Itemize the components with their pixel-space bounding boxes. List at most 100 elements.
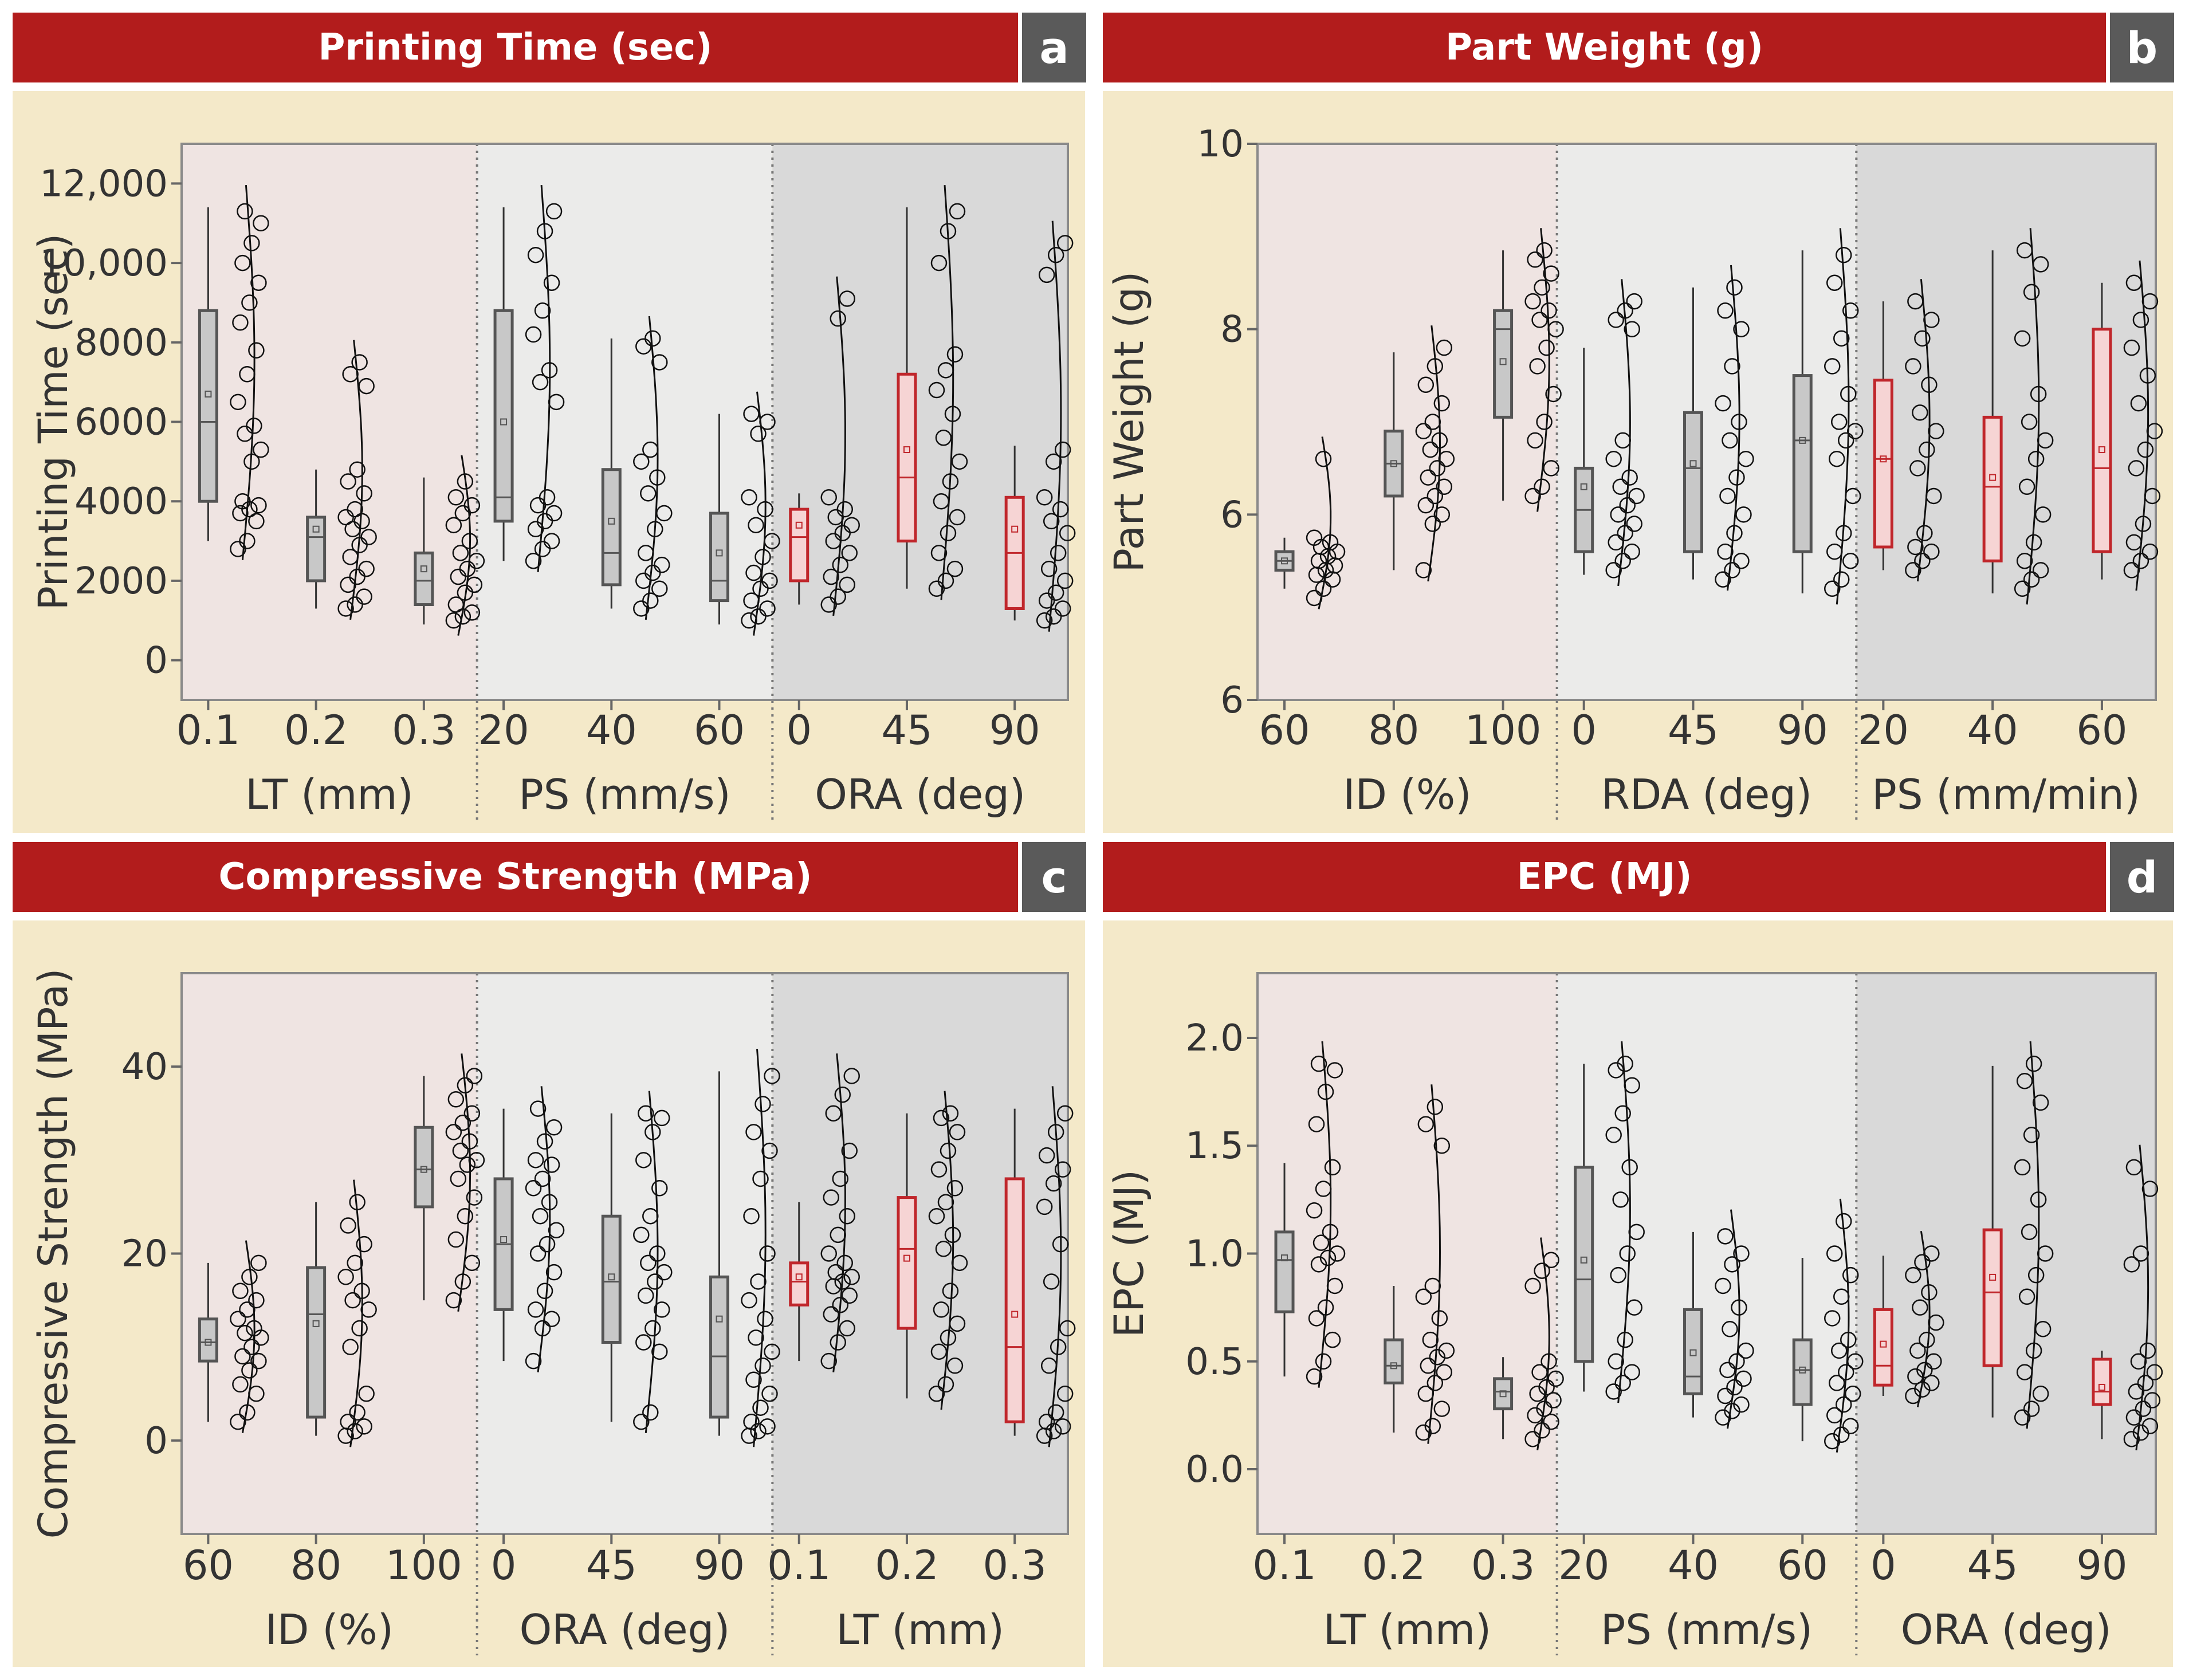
d-data-point [1916,1362,1933,1379]
c-mean-marker [420,1166,427,1173]
c-data-point [536,1282,553,1300]
d-data-point [1914,1254,1931,1270]
d-data-point [1326,1062,1343,1079]
c-data-point [1054,1418,1071,1435]
d-data-point [2023,1127,2040,1143]
a-data-point [1056,572,1074,589]
c-data-point [839,1320,855,1337]
a-mean-marker [1011,525,1019,533]
a-box-2-2 [1004,221,1076,632]
b-data-point [1829,450,1845,467]
b-data-point [2128,460,2145,477]
c-box-0-0 [198,1240,269,1434]
panel-c-letter: c [1022,842,1086,912]
a-data-point [342,549,359,565]
a-data-point [545,203,563,220]
a-data-point [1036,612,1053,629]
c-box-2-2 [1004,1086,1076,1447]
d-data-point [1529,1386,1546,1402]
d-zone-3 [1856,973,2156,1534]
d-data-point [1735,1370,1752,1387]
d-data-point [1315,1353,1332,1370]
b-data-point [1728,469,1745,486]
d-mean-marker [1880,1340,1887,1348]
c-data-point [944,1226,961,1244]
b-data-point [1738,450,1754,467]
a-data-point [940,223,957,239]
c-data-point [548,1222,565,1238]
a-data-point [232,505,249,522]
a-data-point [832,556,848,573]
b-mean-marker [1880,455,1887,463]
d-data-point [1310,1256,1327,1273]
a-data-point [545,505,563,522]
d-box-1-0 [1574,1041,1645,1403]
b-distribution-curve [1916,279,1931,582]
b-data-point [1605,450,1622,467]
d-box-2-0 [1873,1231,1944,1407]
c-data-point [750,1273,767,1290]
b-data-point [2032,562,2049,579]
c-category-label: 45 [586,1542,637,1589]
c-data-point [457,1077,474,1094]
b-box-0-0 [1274,436,1346,609]
a-distribution-curve [537,184,551,572]
a-data-point [651,580,668,597]
b-data-point [1833,330,1850,347]
a-data-point [243,235,260,251]
d-mean-marker [1689,1349,1697,1356]
b-data-point [1928,423,1944,439]
c-data-point [239,1404,256,1421]
c-box [306,1266,327,1419]
b-data-point [1907,293,1924,310]
c-data-point [649,1245,666,1262]
c-data-point [1043,1273,1060,1290]
a-data-point [234,254,251,272]
b-data-point [1923,543,1940,560]
c-mean-marker [903,1254,910,1262]
a-data-point [1054,600,1071,617]
b-data-point [1717,543,1734,560]
d-category-label: 0 [1870,1542,1896,1589]
d-data-point [1310,1055,1327,1072]
c-data-point [946,1358,964,1374]
c-data-point [647,1273,663,1290]
a-ylabel: Printing Time (sec) [30,234,77,611]
d-box [1493,1377,1514,1411]
c-data-point [752,1170,769,1187]
a-data-point [1038,266,1055,284]
a-data-point [651,354,668,371]
a-data-point [539,489,556,506]
d-data-point [2025,1055,2042,1072]
a-data-point [638,545,654,561]
a-data-point [656,505,673,522]
c-data-point [946,1180,964,1197]
b-data-point [1831,414,1848,430]
c-box [198,1317,218,1363]
c-data-point [1059,1320,1076,1337]
d-data-point [1524,1431,1541,1447]
b-data-point [1838,432,1854,449]
b-group-label: PS (mm/min) [1872,770,2140,819]
a-data-point [946,346,964,363]
c-data-point [353,1282,370,1300]
c-data-point [454,1273,471,1290]
b-box [1873,379,1893,549]
c-data-point [525,1180,542,1197]
b-data-point [2135,516,2152,532]
a-data-point [935,429,952,446]
d-data-point [1724,1256,1740,1273]
c-data-point [349,1404,366,1421]
d-data-point [1605,1383,1622,1400]
c-data-point [764,1068,780,1084]
d-data-point [1726,1379,1743,1396]
b-data-point [1907,538,1924,556]
d-data-point [1534,1422,1550,1439]
b-data-point [1719,487,1736,505]
a-data-point [248,513,265,530]
a-data-point [940,525,957,541]
a-box-2-1 [897,185,968,600]
c-box-0-2 [414,1053,485,1312]
a-mean-marker [500,418,508,426]
c-data-point [951,1254,968,1272]
